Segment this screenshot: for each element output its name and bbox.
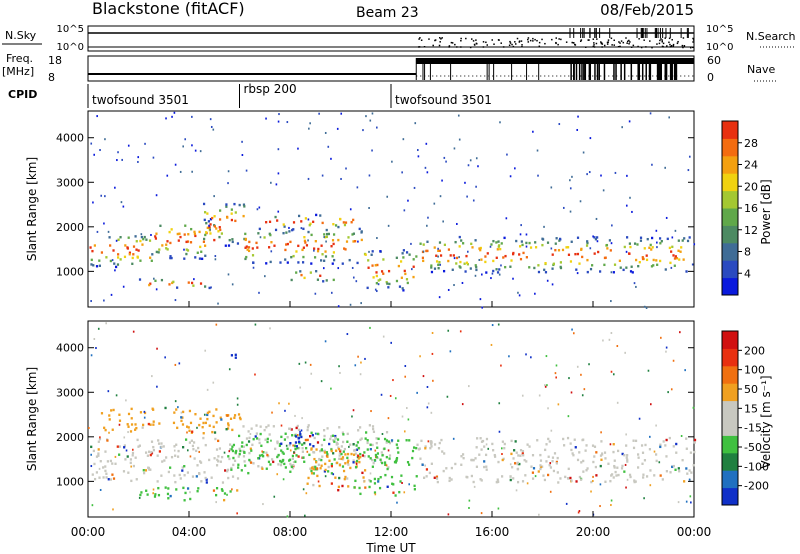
colorbar-tick-label: 20 bbox=[744, 180, 758, 193]
power-scatter bbox=[89, 111, 696, 309]
colorbar-tick-label: 200 bbox=[744, 344, 765, 357]
freq-trace bbox=[88, 58, 694, 80]
power-colorbar-label: Power [dB] bbox=[759, 179, 773, 244]
x-tick-label: 04:00 bbox=[172, 525, 207, 539]
colorbar-tick-label: 8 bbox=[744, 246, 751, 259]
velocity-panel: Slant Range [km] 1000 2000 3000 4000 -200 -1… bbox=[25, 301, 773, 554]
y-tick-label: 4000 bbox=[56, 132, 84, 145]
velocity-ylabel: Slant Range [km] bbox=[25, 367, 39, 471]
colorbar-tick-label: -100 bbox=[744, 460, 769, 473]
y-tick-label: 2000 bbox=[56, 221, 84, 234]
nave-tick-low: 0 bbox=[707, 71, 714, 84]
x-tick-label: 12:00 bbox=[374, 525, 409, 539]
colorbar-tick-label: 15 bbox=[744, 402, 758, 415]
velocity-colorbar-label: Velocity [m s⁻¹] bbox=[759, 375, 773, 468]
nsearch-label: N.Search bbox=[746, 30, 796, 43]
colorbar-tick-label: 50 bbox=[744, 383, 758, 396]
colorbar-tick-label: -15 bbox=[744, 422, 762, 435]
x-tick-label: 08:00 bbox=[273, 525, 308, 539]
y-tick-label: 3000 bbox=[56, 386, 84, 399]
colorbar-tick-label: 4 bbox=[744, 267, 751, 280]
freq-panel: Freq. [MHz] 18 8 60 0 Nave bbox=[2, 52, 776, 84]
nave-tick-high: 60 bbox=[707, 54, 721, 67]
nave-label: Nave bbox=[747, 63, 775, 76]
colorbar-tick-label: 100 bbox=[744, 364, 765, 377]
nsky-tick-low: 10^0 bbox=[57, 42, 84, 53]
freq-tick-high: 18 bbox=[48, 54, 62, 67]
y-tick-label: 1000 bbox=[56, 475, 84, 488]
colorbar-tick-label: 24 bbox=[744, 159, 758, 172]
y-tick-label: 3000 bbox=[56, 176, 84, 189]
colorbar-tick-label: 12 bbox=[744, 224, 758, 237]
power-ylabel: Slant Range [km] bbox=[25, 157, 39, 261]
velocity-scatter bbox=[88, 322, 697, 518]
station-title: Blackstone (fitACF) bbox=[92, 0, 245, 18]
power-panel: Slant Range [km] 1000 2000 3000 4000 4 8 12 16… bbox=[25, 110, 773, 309]
colorbar-tick-label: -200 bbox=[744, 480, 769, 493]
y-tick-label: 2000 bbox=[56, 431, 84, 444]
x-tick-label: 00:00 bbox=[71, 525, 106, 539]
cpid-segment-label: twofsound 3501 bbox=[92, 93, 189, 107]
power-colorbar: 4 8 12 16 20 24 28 bbox=[721, 120, 758, 296]
cpid-panel: CPID twofsound 3501 rbsp 200 twofsound 350… bbox=[8, 82, 492, 108]
y-tick-label: 1000 bbox=[56, 265, 84, 278]
nsky-tick-high-right: 10^5 bbox=[706, 24, 733, 35]
x-tick-label: 16:00 bbox=[475, 525, 510, 539]
nsky-tick-high: 10^5 bbox=[57, 24, 84, 35]
freq-unit: [MHz] bbox=[2, 65, 34, 78]
cpid-label: CPID bbox=[8, 88, 37, 101]
freq-label: Freq. bbox=[6, 52, 33, 65]
date-label: 08/Feb/2015 bbox=[600, 1, 694, 19]
nsky-panel: N.Sky 10^5 10^0 10^5 10^0 N.Search bbox=[2, 24, 796, 53]
x-tick-label: 20:00 bbox=[576, 525, 611, 539]
velocity-colorbar: -200 -100 -50 -15 15 50 100 200 bbox=[721, 330, 769, 506]
colorbar-tick-label: 28 bbox=[744, 137, 758, 150]
cpid-segment-label: twofsound 3501 bbox=[395, 93, 492, 107]
x-axis-label: Time UT bbox=[365, 541, 416, 554]
beam-label: Beam 23 bbox=[356, 5, 419, 21]
nsky-tick-low-right: 10^0 bbox=[706, 42, 733, 53]
x-tick-label: 00:00 bbox=[677, 525, 712, 539]
nsky-label: N.Sky bbox=[5, 29, 37, 42]
colorbar-tick-label: -50 bbox=[744, 441, 762, 454]
y-tick-label: 4000 bbox=[56, 342, 84, 355]
colorbar-tick-label: 16 bbox=[744, 202, 758, 215]
nsky-trace bbox=[88, 28, 695, 49]
freq-tick-low: 8 bbox=[48, 71, 55, 84]
cpid-segment-label: rbsp 200 bbox=[244, 82, 297, 96]
